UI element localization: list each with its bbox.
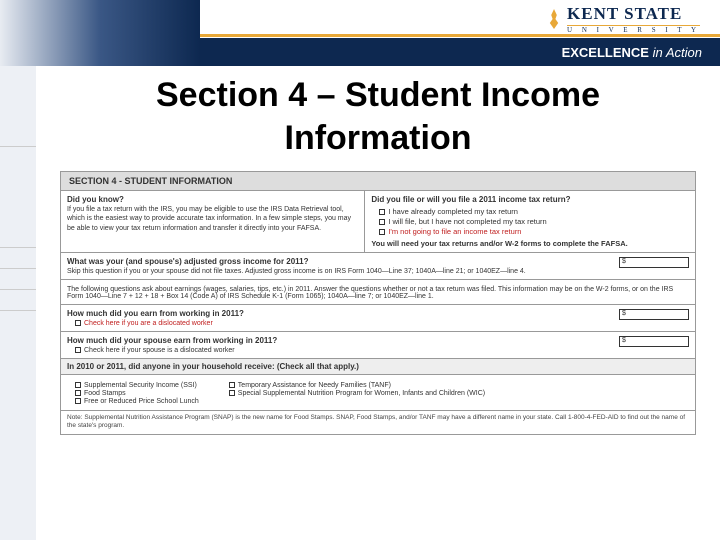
spouse-earn-row: How much did your spouse earn from worki… [61, 332, 695, 359]
household-item: Supplemental Security Income (SSI) [84, 382, 197, 389]
sidebar-divider [0, 268, 36, 269]
checkbox-icon[interactable] [379, 219, 385, 225]
checkbox-icon[interactable] [75, 398, 81, 404]
household-row: Supplemental Security Income (SSI) Food … [61, 375, 695, 411]
logo-row: KENT STATE U N I V E R S I T Y [200, 0, 720, 38]
household-item: Temporary Assistance for Needy Families … [238, 382, 391, 389]
tax-option: I have already completed my tax return [379, 207, 689, 216]
tax-return-note: You will need your tax returns and/or W-… [371, 239, 689, 248]
checkbox-icon[interactable] [75, 320, 81, 326]
agi-question: What was your (and spouse's) adjusted gr… [67, 257, 689, 266]
checkbox-icon[interactable] [229, 382, 235, 388]
spouse-earn-check: Check here if your spouse is a dislocate… [75, 347, 689, 354]
form-row-top: Did you know? If you file a tax return w… [61, 191, 695, 253]
sidebar-divider [0, 247, 36, 248]
you-earn-question: How much did you earn from working in 20… [67, 309, 689, 318]
logo-text: KENT STATE U N I V E R S I T Y [567, 4, 700, 34]
you-earn-row: How much did you earn from working in 20… [61, 305, 695, 332]
household-item: Free or Reduced Price School Lunch [84, 398, 199, 405]
agi-row: What was your (and spouse's) adjusted gr… [61, 253, 695, 280]
household-heading: In 2010 or 2011, did anyone in your hous… [61, 359, 695, 375]
checkbox-icon[interactable] [379, 229, 385, 235]
earnings-intro-row: The following questions ask about earnin… [61, 280, 695, 305]
you-earn-check: Check here if you are a dislocated worke… [75, 320, 689, 327]
dollar-prefix: $ [622, 337, 626, 344]
household-checks: Supplemental Security Income (SSI) Food … [75, 382, 689, 406]
logo: KENT STATE U N I V E R S I T Y [547, 4, 700, 34]
sidebar-divider [0, 289, 36, 290]
content: Section 4 – Student Income Information S… [36, 66, 720, 435]
did-you-know-cell: Did you know? If you file a tax return w… [61, 191, 365, 252]
form-image: SECTION 4 - STUDENT INFORMATION Did you … [60, 171, 696, 435]
flame-icon [547, 9, 561, 29]
dollar-prefix: $ [622, 258, 626, 265]
checkbox-icon[interactable] [379, 209, 385, 215]
tagline-bold: EXCELLENCE [562, 45, 649, 60]
checkbox-icon[interactable] [229, 390, 235, 396]
agi-input[interactable]: $ [619, 257, 689, 268]
tagline-rest: in Action [653, 45, 702, 60]
you-earn-input[interactable]: $ [619, 309, 689, 320]
page-title: Section 4 – Student Income Information [60, 74, 696, 159]
checkbox-icon[interactable] [75, 390, 81, 396]
household-item: Special Supplemental Nutrition Program f… [238, 390, 485, 397]
did-you-know-body: If you file a tax return with the IRS, y… [67, 205, 358, 232]
tax-option: I will file, but I have not completed my… [379, 217, 689, 226]
sidebar-divider [0, 146, 36, 147]
spouse-earn-input[interactable]: $ [619, 336, 689, 347]
household-item: Food Stamps [84, 390, 126, 397]
tax-return-cell: Did you file or will you file a 2011 inc… [365, 191, 695, 252]
sidebar [0, 66, 36, 540]
tax-option-label: I have already completed my tax return [388, 207, 518, 216]
tax-option-label: I'm not going to file an income tax retu… [388, 227, 521, 236]
header-gradient [0, 0, 200, 66]
tagline-bar: EXCELLENCE in Action [200, 38, 720, 66]
dollar-prefix: $ [622, 310, 626, 317]
tagline: EXCELLENCE in Action [562, 45, 702, 60]
header: KENT STATE U N I V E R S I T Y EXCELLENC… [0, 0, 720, 66]
brand-subline: U N I V E R S I T Y [567, 25, 700, 34]
earnings-intro: The following questions ask about earnin… [67, 286, 689, 300]
brand-name: KENT STATE [567, 4, 700, 24]
dislocated-label: Check here if your spouse is a dislocate… [84, 347, 235, 354]
sidebar-divider [0, 310, 36, 311]
dislocated-label: Check here if you are a dislocated worke… [84, 320, 213, 327]
gold-bar [200, 34, 720, 37]
did-you-know-heading: Did you know? [67, 195, 358, 205]
header-right: KENT STATE U N I V E R S I T Y EXCELLENC… [200, 0, 720, 66]
household-col-left: Supplemental Security Income (SSI) Food … [75, 382, 199, 406]
checkbox-icon[interactable] [75, 347, 81, 353]
spouse-earn-question: How much did your spouse earn from worki… [67, 336, 689, 345]
checkbox-icon[interactable] [75, 382, 81, 388]
tax-option: I'm not going to file an income tax retu… [379, 227, 689, 236]
footnote: Note: Supplemental Nutrition Assistance … [61, 411, 695, 434]
agi-help: Skip this question if you or your spouse… [67, 268, 689, 275]
form-section-header: SECTION 4 - STUDENT INFORMATION [61, 172, 695, 191]
tax-return-question: Did you file or will you file a 2011 inc… [371, 195, 689, 204]
household-col-right: Temporary Assistance for Needy Families … [229, 382, 485, 406]
tax-option-label: I will file, but I have not completed my… [388, 217, 546, 226]
